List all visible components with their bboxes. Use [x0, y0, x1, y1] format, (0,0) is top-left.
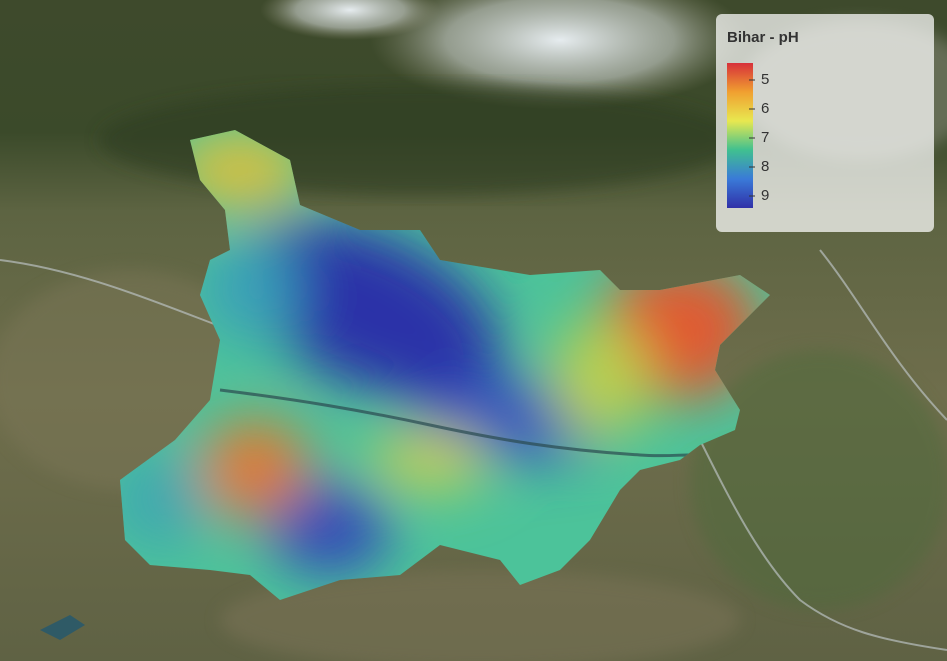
tick-label: 7: [761, 129, 769, 146]
tick-label: 8: [761, 158, 769, 175]
color-bar: [727, 63, 753, 208]
tick-label: 6: [761, 100, 769, 117]
legend: Bihar - pH 5 6 7 8 9: [716, 14, 934, 232]
legend-box: [716, 14, 934, 232]
tick-label: 9: [761, 187, 769, 204]
tick-label: 5: [761, 71, 769, 88]
legend-title: Bihar - pH: [727, 29, 799, 46]
